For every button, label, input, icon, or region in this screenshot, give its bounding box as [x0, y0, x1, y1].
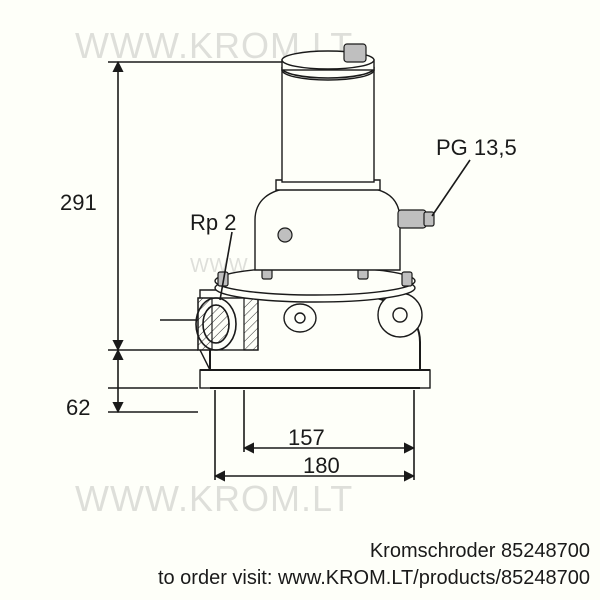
dim-cable-gland: PG 13,5 — [436, 135, 517, 161]
valve-drawing — [0, 0, 600, 600]
dim-height-base: 62 — [66, 395, 90, 421]
footer: Kromschroder 85248700 to order visit: ww… — [158, 538, 590, 592]
dim-thread: Rp 2 — [190, 210, 236, 236]
dim-width-outer: 180 — [303, 453, 340, 479]
order-url[interactable]: www.KROM.LT/products/85248700 — [278, 567, 590, 589]
dim-height-total: 291 — [60, 190, 97, 216]
part-number: 85248700 — [501, 540, 590, 562]
order-text: to order visit: — [158, 567, 278, 589]
brand: Kromschroder — [370, 540, 496, 562]
dim-width-inner: 157 — [288, 425, 325, 451]
